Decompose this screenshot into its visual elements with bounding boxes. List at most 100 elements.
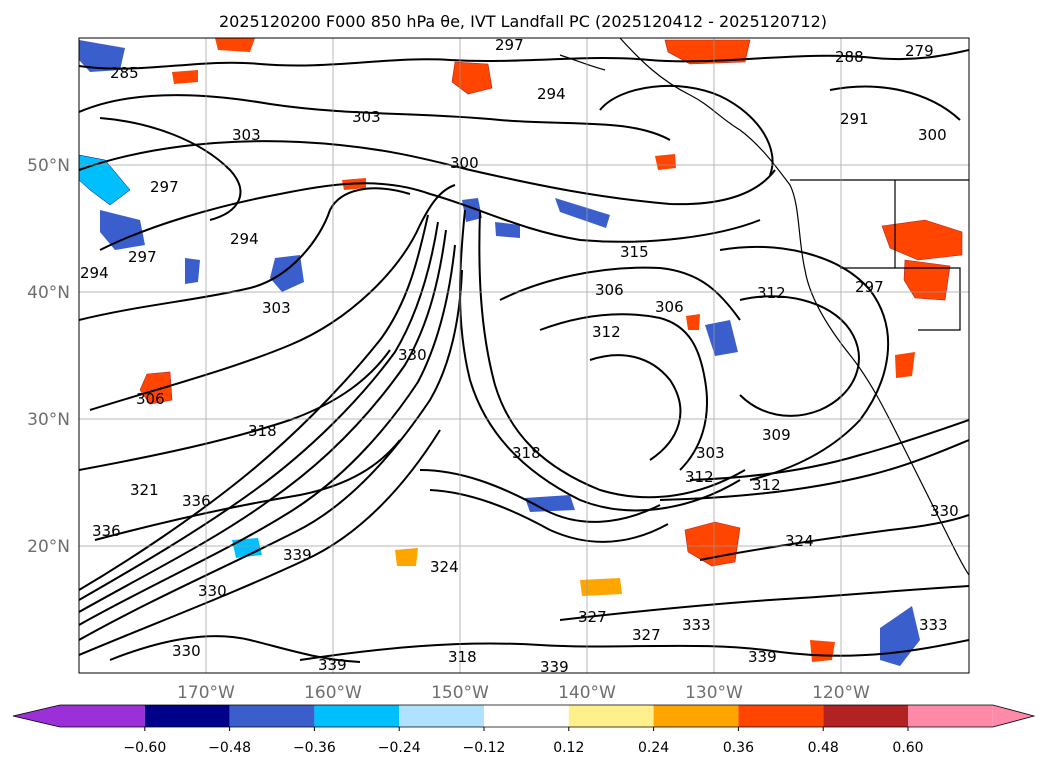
theta-e-contour	[79, 94, 671, 141]
theta-e-contour	[689, 419, 969, 481]
contour-label: 330	[930, 502, 959, 520]
contour-label: 297	[150, 178, 179, 196]
theta-e-contour	[659, 439, 969, 501]
map-panel: 279 285 288 297 294 303 303 300 297 294 …	[27, 36, 970, 703]
colorbar-tick-label: 0.12	[553, 740, 584, 756]
contour-label: 330	[172, 642, 201, 660]
colorbar-tick-labels: −0.60 −0.48 −0.36 −0.24 −0.12 0.12 0.24 …	[123, 740, 923, 756]
contour-label: 339	[318, 656, 347, 674]
contour-label: 294	[80, 264, 109, 282]
longitude-label: 130°W	[685, 683, 743, 703]
negative-anomaly-patch	[495, 222, 520, 238]
colorbar-segment	[144, 705, 230, 727]
theta-e-contour	[79, 429, 441, 656]
positive-anomaly-patch	[895, 352, 915, 378]
figure-title: 2025120200 F000 850 hPa θe, IVT Landfall…	[219, 12, 827, 31]
negative-anomaly-patch	[79, 154, 131, 206]
positive-anomaly-patch	[664, 39, 751, 65]
colorbar-segment	[908, 705, 993, 727]
contour-label: 339	[540, 658, 569, 676]
colorbar-tick-label: −0.36	[293, 740, 336, 756]
contour-label: 333	[919, 616, 948, 634]
contour-label: 303	[262, 299, 291, 317]
contour-label: 327	[578, 608, 607, 626]
contour-label-layer: 279 285 288 297 294 303 303 300 297 294 …	[80, 36, 959, 676]
contour-label: 297	[855, 278, 884, 296]
theta-e-contour	[79, 349, 391, 471]
negative-anomaly-patch	[555, 198, 610, 228]
negative-anomaly-patch	[100, 210, 145, 250]
positive-anomaly-patch	[686, 314, 700, 330]
coastline	[619, 38, 969, 576]
colorbar-tick-label: 0.60	[892, 740, 923, 756]
positive-anomaly-patch	[395, 548, 418, 566]
colorbar-tick-label: 0.48	[808, 740, 839, 756]
negative-anomaly-patch	[270, 255, 304, 292]
latitude-label: 40°N	[27, 283, 70, 303]
theta-e-contour	[99, 117, 242, 221]
positive-anomaly-patch	[139, 371, 173, 405]
negative-anomaly-patch	[525, 495, 575, 512]
contour-label: 291	[840, 110, 869, 128]
contour-label: 294	[230, 230, 259, 248]
colorbar-segment	[229, 705, 315, 727]
colorbar-extend-min	[13, 705, 60, 727]
theta-e-contour	[699, 514, 969, 561]
theta-e-contour	[79, 229, 447, 613]
latitude-axis-labels: 50°N 40°N 30°N 20°N	[27, 156, 70, 557]
positive-anomaly-patch	[215, 38, 255, 52]
colorbar-segment	[60, 705, 145, 727]
contour-label: 297	[128, 248, 157, 266]
theta-e-contour	[429, 489, 669, 543]
theta-e-contour	[419, 469, 661, 523]
contour-label: 312	[685, 468, 714, 486]
gridlines	[79, 38, 969, 673]
map-frame	[78, 37, 970, 674]
contour-label: 336	[182, 492, 211, 510]
colorbar-segment	[314, 705, 400, 727]
colorbar-segment	[738, 705, 824, 727]
theta-e-contour	[499, 266, 741, 321]
contour-label: 297	[495, 36, 524, 54]
contour-label: 306	[595, 281, 624, 299]
map-background	[79, 38, 969, 673]
contour-label: 285	[110, 64, 139, 82]
colorbar-tick-label: 0.36	[723, 740, 754, 756]
contour-label: 324	[430, 558, 459, 576]
positive-anomaly-patch	[451, 61, 493, 95]
colorbar-segment	[399, 705, 484, 727]
negative-anomaly-patch	[79, 40, 125, 72]
theta-e-contour	[478, 211, 746, 499]
contour-label: 312	[757, 284, 786, 302]
theta-e-contour	[79, 187, 411, 321]
contour-label: 330	[198, 582, 227, 600]
colorbar-ticks	[144, 727, 909, 731]
positive-anomaly-patch	[903, 259, 951, 301]
longitude-label: 160°W	[304, 683, 362, 703]
theta-e-contour	[299, 639, 969, 661]
contour-label: 309	[762, 426, 791, 444]
state-border	[840, 267, 961, 331]
contour-label: 303	[352, 108, 381, 126]
theta-e-contour	[559, 585, 969, 621]
longitude-label: 120°W	[812, 683, 870, 703]
theta-e-contour	[739, 295, 860, 417]
positive-anomaly-patch	[580, 578, 622, 596]
theta-e-contour	[79, 221, 439, 601]
contour-label: 279	[905, 42, 934, 60]
contour-label: 300	[450, 154, 479, 172]
contour-label: 324	[785, 532, 814, 550]
theta-e-contour	[79, 244, 456, 626]
latitude-label: 20°N	[27, 537, 70, 557]
contour-label: 333	[682, 616, 711, 634]
colorbar-tick-label: −0.12	[463, 740, 506, 756]
colorbar-tick-label: −0.24	[378, 740, 421, 756]
positive-anomaly-patch	[172, 70, 198, 84]
contour-label: 306	[655, 298, 684, 316]
contour-label: 330	[398, 346, 427, 364]
colorbar-tick-label: 0.24	[638, 740, 669, 756]
negative-anomaly-patch	[462, 198, 482, 222]
contour-label: 318	[448, 648, 477, 666]
contour-label: 336	[92, 522, 121, 540]
contour-label: 312	[752, 476, 781, 494]
